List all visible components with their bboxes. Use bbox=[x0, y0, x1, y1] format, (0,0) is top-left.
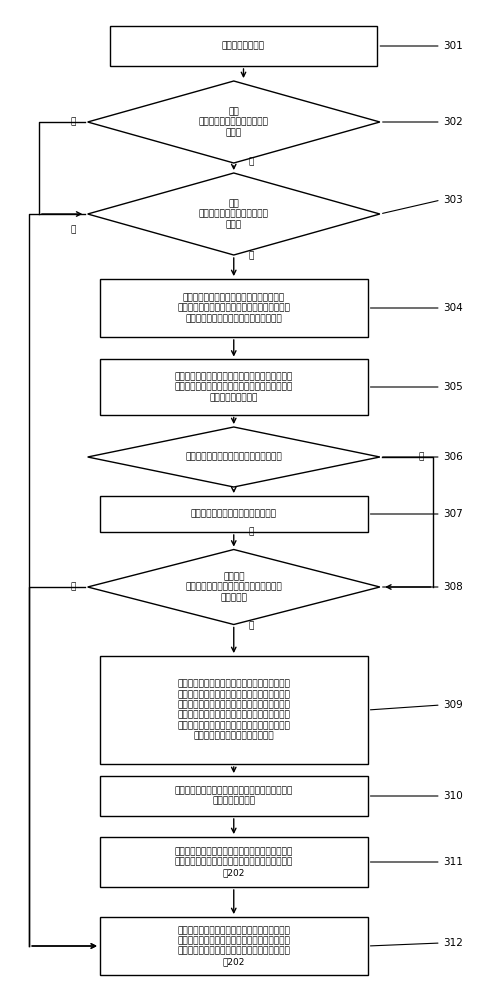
FancyBboxPatch shape bbox=[100, 776, 368, 816]
Text: 309: 309 bbox=[443, 700, 463, 710]
Text: 将第一偏移量的取值赋值为第二偏移量的取
值，将当前字符串作为解析结果写入缓冲区，将
第二偏移量的取值自加当前字符串的长度: 将第一偏移量的取值赋值为第二偏移量的取 值，将当前字符串作为解析结果写入缓冲区，… bbox=[177, 293, 290, 323]
Text: 304: 304 bbox=[443, 303, 463, 313]
Text: 302: 302 bbox=[443, 117, 463, 127]
Text: 310: 310 bbox=[443, 791, 463, 801]
FancyBboxPatch shape bbox=[100, 917, 368, 975]
Text: 将位于当前字符串的首尾的空格删除: 将位于当前字符串的首尾的空格删除 bbox=[191, 510, 277, 518]
Text: 判断当前字符串是否包含位于首尾的空格: 判断当前字符串是否包含位于首尾的空格 bbox=[186, 452, 282, 462]
Polygon shape bbox=[88, 550, 380, 624]
FancyBboxPatch shape bbox=[110, 26, 377, 66]
Text: 否: 否 bbox=[70, 582, 75, 591]
Text: 将第一偏移量清零: 将第一偏移量清零 bbox=[222, 41, 265, 50]
Polygon shape bbox=[88, 173, 380, 255]
Text: 将第一偏移量的取值赋值为第二偏移量的取值，
将当前字符串作为解析结果写入缓冲区，将第二
偏移量的取值自加当前字符串的长度，并返回步
骤202: 将第一偏移量的取值赋值为第二偏移量的取值， 将当前字符串作为解析结果写入缓冲区，… bbox=[177, 926, 290, 966]
Text: 将当前字符串更新为当前字符串中位于第三预设字
符串之后的字符串: 将当前字符串更新为当前字符串中位于第三预设字 符串之后的字符串 bbox=[175, 786, 293, 806]
FancyBboxPatch shape bbox=[100, 359, 368, 414]
Text: 303: 303 bbox=[443, 195, 463, 205]
Text: 将当前字符串作为非注释字符串进行解析，在解析
结果不为空时，将解析结果写入缓冲区，并返回步
骤202: 将当前字符串作为非注释字符串进行解析，在解析 结果不为空时，将解析结果写入缓冲区… bbox=[175, 847, 293, 877]
Text: 311: 311 bbox=[443, 857, 463, 867]
Text: 从当前位置向后读取一行字符串作为当前字符串，
并将当前位置更新为位于当前字符串之后且与该当
前字符串相邻的位置: 从当前位置向后读取一行字符串作为当前字符串， 并将当前位置更新为位于当前字符串之… bbox=[175, 372, 293, 402]
Text: 否: 否 bbox=[70, 117, 75, 126]
Text: 否: 否 bbox=[419, 452, 424, 462]
Polygon shape bbox=[88, 81, 380, 163]
Text: 是: 是 bbox=[248, 528, 254, 536]
Text: 306: 306 bbox=[443, 452, 463, 462]
Text: 将第一偏移量的取值赋值为第二偏移量的取值，
将当前字符串中的第三预设字符串以及位于第三
预设字符串之前的字符串作为解析结果写入缓冲
区，获取当前字符串中的第三预: 将第一偏移量的取值赋值为第二偏移量的取值， 将当前字符串中的第三预设字符串以及位… bbox=[177, 680, 290, 740]
Polygon shape bbox=[88, 427, 380, 487]
Text: 判断
当前字符串是否包含第二预设
字符串: 判断 当前字符串是否包含第二预设 字符串 bbox=[199, 107, 269, 137]
FancyBboxPatch shape bbox=[100, 279, 368, 337]
Text: 判断当前
字符串中是否存在位于第三预设字符串之
后的字符串: 判断当前 字符串中是否存在位于第三预设字符串之 后的字符串 bbox=[186, 572, 282, 602]
Text: 305: 305 bbox=[443, 382, 463, 392]
Text: 308: 308 bbox=[443, 582, 463, 592]
FancyBboxPatch shape bbox=[100, 656, 368, 764]
Text: 是: 是 bbox=[70, 226, 75, 234]
Text: 是: 是 bbox=[248, 621, 254, 631]
Text: 否: 否 bbox=[248, 251, 254, 260]
Text: 是: 是 bbox=[248, 157, 254, 166]
Text: 判断
当前字符串是否包含第三预设
字符串: 判断 当前字符串是否包含第三预设 字符串 bbox=[199, 199, 269, 229]
Text: 307: 307 bbox=[443, 509, 463, 519]
Text: 301: 301 bbox=[443, 41, 463, 51]
FancyBboxPatch shape bbox=[100, 496, 368, 532]
FancyBboxPatch shape bbox=[100, 837, 368, 887]
Text: 312: 312 bbox=[443, 938, 463, 948]
